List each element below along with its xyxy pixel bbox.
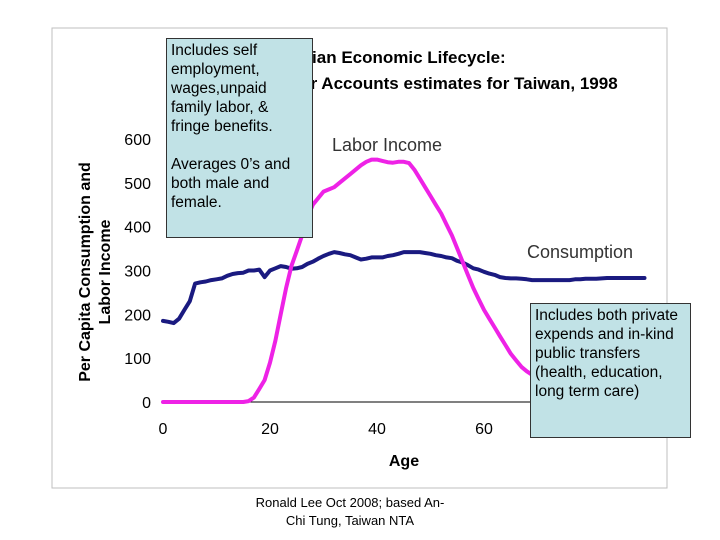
consumption-line bbox=[161, 250, 647, 326]
y-tick-label: 500 bbox=[124, 176, 151, 193]
consumption-note: Includes both private expends and in-kin… bbox=[530, 303, 691, 438]
labor-income-note-text: Includes self employment, wages,unpaid f… bbox=[171, 42, 273, 135]
x-tick-label: 40 bbox=[368, 421, 386, 438]
source-credit-line1: Ronald Lee Oct 2008; based An- bbox=[255, 495, 445, 510]
y-tick-label: 600 bbox=[124, 132, 151, 149]
x-axis-title: Age bbox=[389, 453, 419, 470]
series-group bbox=[161, 157, 647, 404]
y-tick-label: 300 bbox=[124, 264, 151, 281]
source-credit: Ronald Lee Oct 2008; based An- Chi Tung,… bbox=[240, 494, 460, 530]
y-axis-title-line1: Per Capita Consumption and bbox=[77, 162, 94, 382]
x-tick-label: 60 bbox=[475, 421, 493, 438]
consumption-note-text: Includes both private expends and in-kin… bbox=[535, 307, 679, 400]
y-tick-label: 0 bbox=[142, 395, 151, 412]
labor-income-note: Includes self employment, wages,unpaid f… bbox=[166, 38, 313, 238]
x-axis: 0 20 40 60 bbox=[159, 421, 493, 438]
consumption-label: Consumption bbox=[527, 242, 633, 262]
x-tick-label: 0 bbox=[159, 421, 168, 438]
y-tick-label: 400 bbox=[124, 220, 151, 237]
chart-title-line1: Asian Economic Lifecycle: bbox=[290, 48, 505, 67]
averages-note-text: Averages 0’s and both male and female. bbox=[171, 156, 291, 211]
y-axis-title-line2: Labor Income bbox=[97, 219, 114, 324]
y-tick-label: 200 bbox=[124, 307, 151, 324]
labor-income-line bbox=[161, 157, 540, 404]
y-tick-label: 100 bbox=[124, 351, 151, 368]
y-axis: 0 100 200 300 400 500 600 bbox=[124, 132, 151, 412]
labor-income-label: Labor Income bbox=[332, 135, 442, 155]
source-credit-line2: Chi Tung, Taiwan NTA bbox=[285, 513, 415, 528]
x-tick-label: 20 bbox=[261, 421, 279, 438]
